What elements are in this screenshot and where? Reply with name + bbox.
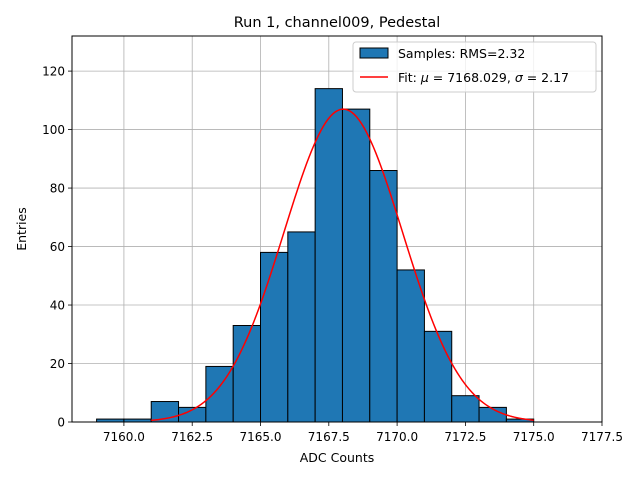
legend-fit-sigma-value: = 2.17 bbox=[523, 70, 569, 85]
x-axis-label: ADC Counts bbox=[300, 450, 375, 465]
y-tick-label: 80 bbox=[50, 182, 65, 196]
x-axis-ticks: 7160.0 7162.5 7165.0 7167.5 7170.0 7172.5 7175… bbox=[103, 422, 623, 444]
y-tick-label: 0 bbox=[57, 416, 65, 430]
x-tick-label: 7172.5 bbox=[444, 430, 486, 444]
histogram-bar bbox=[232, 325, 262, 423]
legend-fit-sigma-symbol: σ bbox=[515, 70, 524, 85]
plot-frame bbox=[71, 35, 603, 423]
histogram-bar bbox=[205, 365, 234, 423]
legend-box bbox=[352, 41, 597, 93]
y-tick-label: 100 bbox=[42, 123, 65, 137]
y-tick-label: 40 bbox=[50, 299, 65, 313]
fit-curve bbox=[151, 108, 534, 422]
histogram-bar bbox=[451, 395, 480, 423]
x-tick-label: 7170.0 bbox=[376, 430, 418, 444]
legend-histogram-label: Samples: RMS=2.32 bbox=[398, 46, 525, 61]
y-tick-label: 20 bbox=[50, 357, 65, 371]
histogram-bar bbox=[369, 170, 398, 423]
legend-fit-prefix: Fit: bbox=[398, 70, 421, 85]
y-axis-label: Entries bbox=[14, 207, 29, 251]
y-tick-label: 60 bbox=[50, 240, 65, 254]
legend: Samples: RMS=2.32 Fit: μ = 7168.029, σ =… bbox=[352, 41, 597, 93]
x-tick-label: 7162.5 bbox=[171, 430, 213, 444]
x-tick-label: 7160.0 bbox=[103, 430, 145, 444]
y-tick-label: 120 bbox=[42, 65, 65, 79]
histogram-bar bbox=[314, 88, 343, 423]
histogram-bar bbox=[423, 330, 453, 423]
x-tick-label: 7167.5 bbox=[308, 430, 350, 444]
legend-histogram-swatch bbox=[359, 47, 389, 59]
legend-fit-label: Fit: μ = 7168.029, σ = 2.17 bbox=[398, 70, 569, 85]
y-axis-ticks: 0 20 40 60 80 100 120 bbox=[42, 65, 72, 430]
x-tick-label: 7175.0 bbox=[513, 430, 555, 444]
histogram-bar bbox=[396, 269, 425, 423]
histogram-bar bbox=[341, 108, 371, 423]
x-tick-label: 7165.0 bbox=[240, 430, 282, 444]
chart-title: Run 1, channel009, Pedestal bbox=[234, 15, 441, 31]
histogram-bar bbox=[260, 251, 289, 423]
histogram-bar bbox=[287, 231, 316, 423]
legend-fit-mu-symbol: μ bbox=[420, 70, 429, 85]
legend-fit-mu-value: = 7168.029, bbox=[429, 70, 515, 85]
x-tick-label: 7177.5 bbox=[581, 430, 623, 444]
